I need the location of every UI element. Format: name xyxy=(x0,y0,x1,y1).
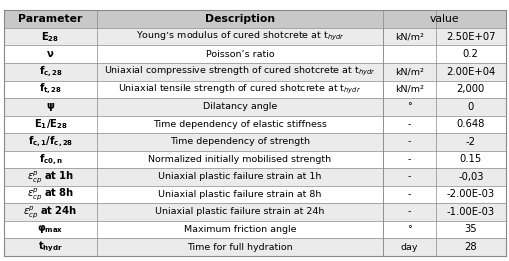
Text: -: - xyxy=(407,207,410,216)
Bar xyxy=(4,116,505,133)
Text: Time for full hydration: Time for full hydration xyxy=(187,242,292,252)
Text: Time dependency of elastic stiffness: Time dependency of elastic stiffness xyxy=(153,120,326,129)
Bar xyxy=(4,221,505,238)
Text: Description: Description xyxy=(205,14,274,24)
Text: 2.00E+04: 2.00E+04 xyxy=(445,67,494,77)
Text: day: day xyxy=(400,242,417,252)
Bar xyxy=(4,168,505,186)
Text: $\mathbf{E_{28}}$: $\mathbf{E_{28}}$ xyxy=(41,30,60,44)
Text: Uniaxial plastic failure strain at 8h: Uniaxial plastic failure strain at 8h xyxy=(158,190,321,199)
Text: -: - xyxy=(407,190,410,199)
Text: Uniaxial plastic failure strain at 1h: Uniaxial plastic failure strain at 1h xyxy=(158,173,321,181)
Text: Poisson’s ratio: Poisson’s ratio xyxy=(205,50,274,59)
Text: -: - xyxy=(407,155,410,164)
Text: kN/m²: kN/m² xyxy=(394,85,423,94)
Text: Normalized initially mobilised strength: Normalized initially mobilised strength xyxy=(148,155,331,164)
Bar xyxy=(4,98,505,116)
Bar xyxy=(4,63,505,81)
Bar xyxy=(4,186,505,203)
Text: °: ° xyxy=(406,225,411,234)
Text: -2.00E-03: -2.00E-03 xyxy=(446,189,494,199)
Text: 0.15: 0.15 xyxy=(459,155,481,164)
Bar xyxy=(4,133,505,151)
Text: 0: 0 xyxy=(467,102,473,112)
Text: 0.648: 0.648 xyxy=(456,119,484,129)
Text: $\mathbf{t_{hydr}}$: $\mathbf{t_{hydr}}$ xyxy=(38,240,63,254)
Text: 2.50E+07: 2.50E+07 xyxy=(445,32,495,42)
Text: $\mathbf{f_{c,28}}$: $\mathbf{f_{c,28}}$ xyxy=(39,64,62,79)
Text: -: - xyxy=(407,120,410,129)
Text: -1.00E-03: -1.00E-03 xyxy=(446,207,494,217)
Text: $\varepsilon_{cp}^{p}$ $\mathbf{at\ 24h}$: $\varepsilon_{cp}^{p}$ $\mathbf{at\ 24h}… xyxy=(23,204,77,220)
Text: -: - xyxy=(407,137,410,146)
Bar xyxy=(4,203,505,221)
Text: Maximum friction angle: Maximum friction angle xyxy=(183,225,296,234)
Text: 35: 35 xyxy=(464,224,476,234)
Text: °: ° xyxy=(406,102,411,111)
Text: $\mathbf{\nu}$: $\mathbf{\nu}$ xyxy=(46,49,54,59)
Text: 28: 28 xyxy=(464,242,476,252)
Bar xyxy=(4,238,505,256)
Text: 2,000: 2,000 xyxy=(456,84,484,94)
Text: kN/m²: kN/m² xyxy=(394,32,423,41)
Text: 0.2: 0.2 xyxy=(462,49,478,59)
Text: Time dependency of strength: Time dependency of strength xyxy=(169,137,309,146)
Text: Uniaxial compressive strength of cured shotcrete at t$_{hydr}$: Uniaxial compressive strength of cured s… xyxy=(104,65,375,78)
Text: -: - xyxy=(407,173,410,181)
Text: $\mathbf{f_{t,28}}$: $\mathbf{f_{t,28}}$ xyxy=(39,82,62,97)
Text: Parameter: Parameter xyxy=(18,14,82,24)
Text: $\mathbf{f_{c,1}/f_{c,28}}$: $\mathbf{f_{c,1}/f_{c,28}}$ xyxy=(28,135,73,149)
Text: $\varepsilon_{cp}^{p}$ $\mathbf{at\ 1h}$: $\varepsilon_{cp}^{p}$ $\mathbf{at\ 1h}$ xyxy=(27,169,74,185)
Text: $\mathbf{\psi}$: $\mathbf{\psi}$ xyxy=(46,101,55,113)
Text: Dilatancy angle: Dilatancy angle xyxy=(203,102,276,111)
Text: $\mathbf{f_{c0,n}}$: $\mathbf{f_{c0,n}}$ xyxy=(38,152,63,167)
Bar xyxy=(4,151,505,168)
Text: -2: -2 xyxy=(465,137,475,147)
Text: $\mathbf{\varphi_{max}}$: $\mathbf{\varphi_{max}}$ xyxy=(37,223,64,235)
Text: value: value xyxy=(429,14,459,24)
Bar xyxy=(4,45,505,63)
Text: Young’s modulus of cured shotcrete at t$_{hydr}$: Young’s modulus of cured shotcrete at t$… xyxy=(135,30,344,43)
Bar xyxy=(4,28,505,45)
Text: Uniaxial tensile strength of cured shotcrete at t$_{hydr}$: Uniaxial tensile strength of cured shotc… xyxy=(118,83,361,96)
Text: $\varepsilon_{cp}^{p}$ $\mathbf{at\ 8h}$: $\varepsilon_{cp}^{p}$ $\mathbf{at\ 8h}$ xyxy=(27,186,74,203)
Text: Uniaxial plastic failure strain at 24h: Uniaxial plastic failure strain at 24h xyxy=(155,207,324,216)
Text: kN/m²: kN/m² xyxy=(394,67,423,76)
Bar xyxy=(4,81,505,98)
Bar xyxy=(4,10,505,28)
Text: -0,03: -0,03 xyxy=(457,172,483,182)
Text: $\mathbf{E_1/E_{28}}$: $\mathbf{E_1/E_{28}}$ xyxy=(34,117,67,131)
